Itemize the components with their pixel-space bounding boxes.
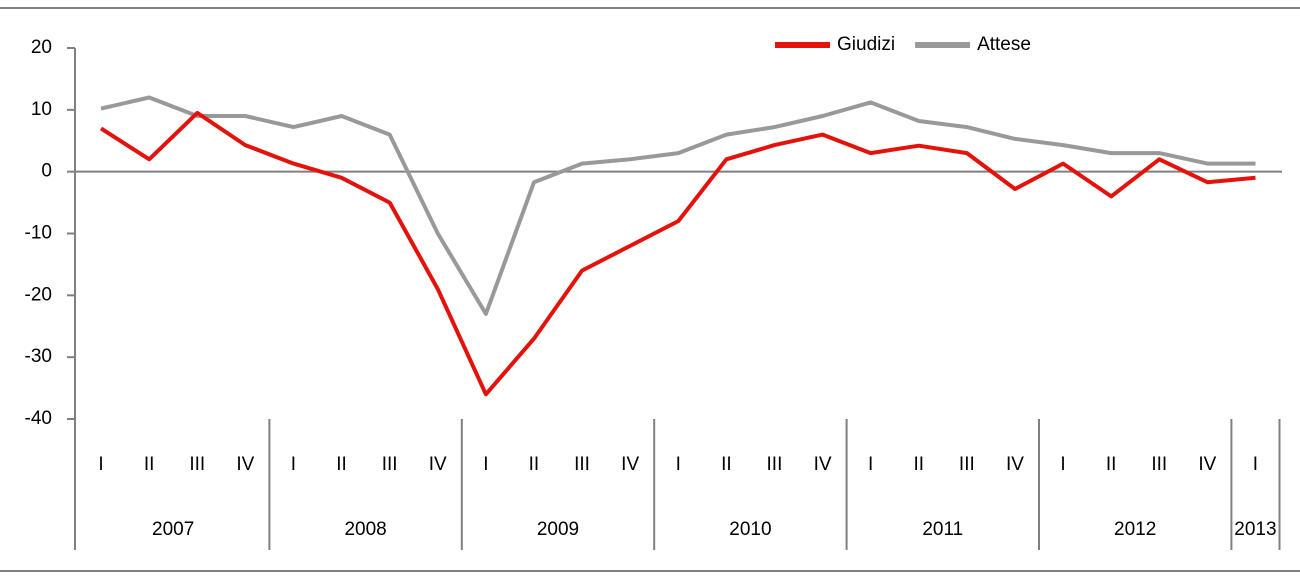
y-tick-label: 20: [31, 37, 52, 58]
year-label: 2010: [729, 519, 771, 540]
legend-label: Giudizi: [837, 34, 895, 55]
x-tick-label: IV: [429, 454, 447, 475]
x-tick-label: II: [529, 454, 540, 475]
x-tick-label: III: [189, 454, 205, 475]
year-label: 2011: [922, 519, 963, 540]
x-tick-label: IV: [814, 454, 832, 475]
x-tick-label: II: [1106, 454, 1117, 475]
y-tick-label: 10: [31, 99, 52, 120]
series-line: [100, 95, 1256, 316]
x-tick-label: IV: [236, 454, 254, 475]
x-tick-label: IV: [1198, 454, 1216, 475]
x-tick-label: III: [382, 454, 398, 475]
x-tick-label: I: [868, 454, 873, 475]
x-tick-label: I: [1253, 454, 1258, 475]
series-line: [99, 110, 1256, 397]
x-tick-label: III: [767, 454, 783, 475]
x-tick-label: I: [483, 454, 488, 475]
y-tick-label: -30: [25, 346, 52, 367]
year-label: 2008: [344, 519, 386, 540]
x-tick-label: II: [336, 454, 347, 475]
x-tick-label: II: [913, 454, 924, 475]
year-label: 2012: [1114, 519, 1156, 540]
x-tick-label: I: [291, 454, 296, 475]
x-tick-label: I: [1060, 454, 1065, 475]
y-tick-label: -40: [25, 408, 52, 429]
x-tick-label: III: [959, 454, 975, 475]
y-tick-label: -10: [25, 223, 52, 244]
x-tick-label: I: [98, 454, 103, 475]
x-tick-label: III: [1151, 454, 1167, 475]
year-label: 2013: [1234, 519, 1276, 540]
x-tick-label: IV: [1006, 454, 1024, 475]
y-tick-label: 0: [41, 161, 52, 182]
y-tick-label: -20: [25, 284, 52, 305]
x-tick-label: I: [676, 454, 681, 475]
x-tick-label: III: [574, 454, 590, 475]
year-label: 2009: [537, 519, 579, 540]
legend-label: Attese: [977, 34, 1031, 55]
x-tick-label: II: [721, 454, 732, 475]
year-label: 2007: [152, 519, 194, 540]
x-tick-label: II: [144, 454, 155, 475]
x-tick-label: IV: [621, 454, 639, 475]
